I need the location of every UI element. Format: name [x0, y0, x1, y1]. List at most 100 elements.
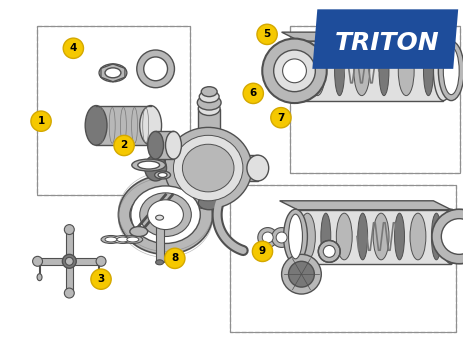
Circle shape	[252, 241, 272, 261]
Bar	[198, 108, 220, 153]
Ellipse shape	[101, 236, 121, 244]
Ellipse shape	[37, 274, 42, 281]
Ellipse shape	[197, 95, 221, 110]
Ellipse shape	[424, 46, 433, 96]
Ellipse shape	[66, 257, 73, 265]
Ellipse shape	[395, 213, 405, 260]
Ellipse shape	[282, 254, 321, 294]
Ellipse shape	[289, 214, 302, 259]
Text: 1: 1	[37, 116, 45, 126]
Ellipse shape	[96, 256, 106, 266]
Bar	[230, 185, 456, 332]
Ellipse shape	[354, 46, 370, 96]
Text: TRITON: TRITON	[334, 31, 439, 55]
Polygon shape	[312, 9, 458, 69]
Text: 9: 9	[259, 246, 266, 257]
Bar	[218, 155, 258, 181]
Circle shape	[63, 38, 84, 58]
Polygon shape	[279, 201, 451, 210]
Ellipse shape	[148, 131, 164, 159]
Text: 6: 6	[250, 89, 257, 98]
Ellipse shape	[179, 155, 201, 181]
Ellipse shape	[62, 254, 76, 268]
Polygon shape	[282, 32, 443, 41]
Ellipse shape	[156, 215, 164, 220]
Ellipse shape	[247, 155, 269, 181]
Ellipse shape	[182, 144, 234, 192]
Ellipse shape	[373, 213, 389, 260]
Polygon shape	[299, 41, 443, 100]
Bar	[156, 155, 190, 181]
Ellipse shape	[335, 46, 345, 96]
Circle shape	[114, 135, 134, 156]
Ellipse shape	[140, 193, 191, 237]
Ellipse shape	[258, 228, 278, 247]
Ellipse shape	[433, 41, 453, 100]
Ellipse shape	[198, 196, 220, 210]
Ellipse shape	[336, 213, 352, 260]
Bar	[37, 26, 190, 195]
Ellipse shape	[105, 237, 117, 242]
Ellipse shape	[166, 131, 181, 159]
Ellipse shape	[120, 186, 187, 244]
Ellipse shape	[432, 213, 441, 260]
Bar	[230, 185, 456, 332]
Ellipse shape	[201, 87, 217, 97]
Circle shape	[91, 269, 111, 289]
Ellipse shape	[123, 236, 143, 244]
Ellipse shape	[85, 106, 107, 145]
Ellipse shape	[399, 46, 414, 96]
Bar	[37, 26, 190, 195]
Text: 7: 7	[277, 113, 285, 123]
Ellipse shape	[119, 175, 213, 254]
Bar	[156, 131, 173, 159]
Ellipse shape	[358, 213, 368, 260]
Ellipse shape	[323, 245, 335, 257]
Ellipse shape	[140, 106, 161, 145]
Ellipse shape	[33, 256, 42, 266]
Ellipse shape	[155, 171, 171, 179]
Ellipse shape	[132, 159, 166, 171]
Ellipse shape	[64, 225, 74, 235]
Ellipse shape	[321, 213, 331, 260]
Circle shape	[243, 83, 263, 104]
Text: 2: 2	[120, 140, 128, 150]
Ellipse shape	[105, 68, 121, 78]
Ellipse shape	[432, 209, 465, 264]
Ellipse shape	[138, 161, 159, 169]
Ellipse shape	[309, 46, 325, 96]
Ellipse shape	[137, 50, 174, 88]
Ellipse shape	[113, 236, 133, 244]
Ellipse shape	[319, 240, 340, 262]
Ellipse shape	[379, 46, 389, 96]
Ellipse shape	[131, 186, 200, 244]
Bar	[38, 258, 101, 265]
Ellipse shape	[441, 219, 465, 254]
Ellipse shape	[274, 50, 315, 92]
Ellipse shape	[198, 102, 220, 116]
Text: 3: 3	[97, 274, 105, 284]
Ellipse shape	[130, 195, 178, 234]
Ellipse shape	[199, 91, 219, 103]
Ellipse shape	[130, 226, 148, 237]
Bar	[290, 26, 460, 173]
Ellipse shape	[262, 232, 273, 243]
Ellipse shape	[156, 260, 164, 265]
Ellipse shape	[144, 57, 167, 81]
Ellipse shape	[148, 200, 183, 230]
Bar	[96, 106, 151, 145]
Bar	[290, 26, 460, 173]
Text: 4: 4	[70, 43, 77, 53]
Ellipse shape	[438, 41, 464, 100]
Bar	[198, 168, 220, 203]
Circle shape	[31, 111, 51, 131]
Ellipse shape	[127, 237, 139, 242]
Circle shape	[165, 248, 185, 268]
Ellipse shape	[262, 38, 327, 103]
Ellipse shape	[443, 47, 459, 94]
Circle shape	[271, 107, 291, 128]
Ellipse shape	[117, 237, 129, 242]
Ellipse shape	[165, 127, 252, 209]
Ellipse shape	[289, 261, 314, 287]
Text: 8: 8	[171, 253, 179, 263]
